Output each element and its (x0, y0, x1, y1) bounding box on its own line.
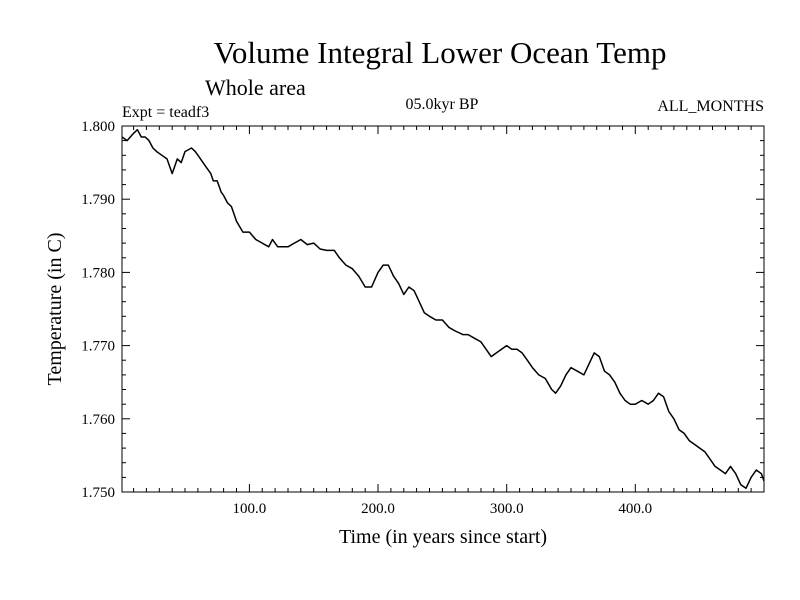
series-line (121, 128, 765, 490)
y-tick-label: 1.750 (81, 485, 115, 501)
y-minor-ticks (122, 140, 764, 478)
x-axis-label: Time (in years since start) (339, 526, 547, 548)
y-tick-label: 1.790 (81, 192, 115, 208)
x-tick-label: 100.0 (233, 501, 267, 517)
x-tick-label: 400.0 (618, 501, 652, 517)
y-axis-label: Temperature (in C) (44, 233, 66, 386)
chart-subtitle: Whole area (205, 75, 306, 100)
y-tick-label: 1.760 (81, 412, 115, 428)
y-tick-label: 1.800 (81, 119, 115, 135)
months-label: ALL_MONTHS (657, 98, 764, 115)
y-axis-ticks: 1.750 1.760 1.770 1.780 1.790 1.800 (81, 119, 764, 501)
plot-frame (121, 125, 765, 493)
x-axis-ticks: 100.0 200.0 300.0 400.0 (233, 126, 652, 517)
x-minor-ticks (133, 126, 752, 492)
experiment-label: Expt = teadf3 (122, 104, 209, 121)
x-tick-label: 200.0 (361, 501, 395, 517)
y-tick-label: 1.780 (81, 265, 115, 281)
y-tick-label: 1.770 (81, 339, 115, 355)
chart-title: Volume Integral Lower Ocean Temp (214, 35, 667, 70)
period-label: 05.0kyr BP (406, 96, 479, 113)
x-tick-label: 300.0 (490, 501, 524, 517)
